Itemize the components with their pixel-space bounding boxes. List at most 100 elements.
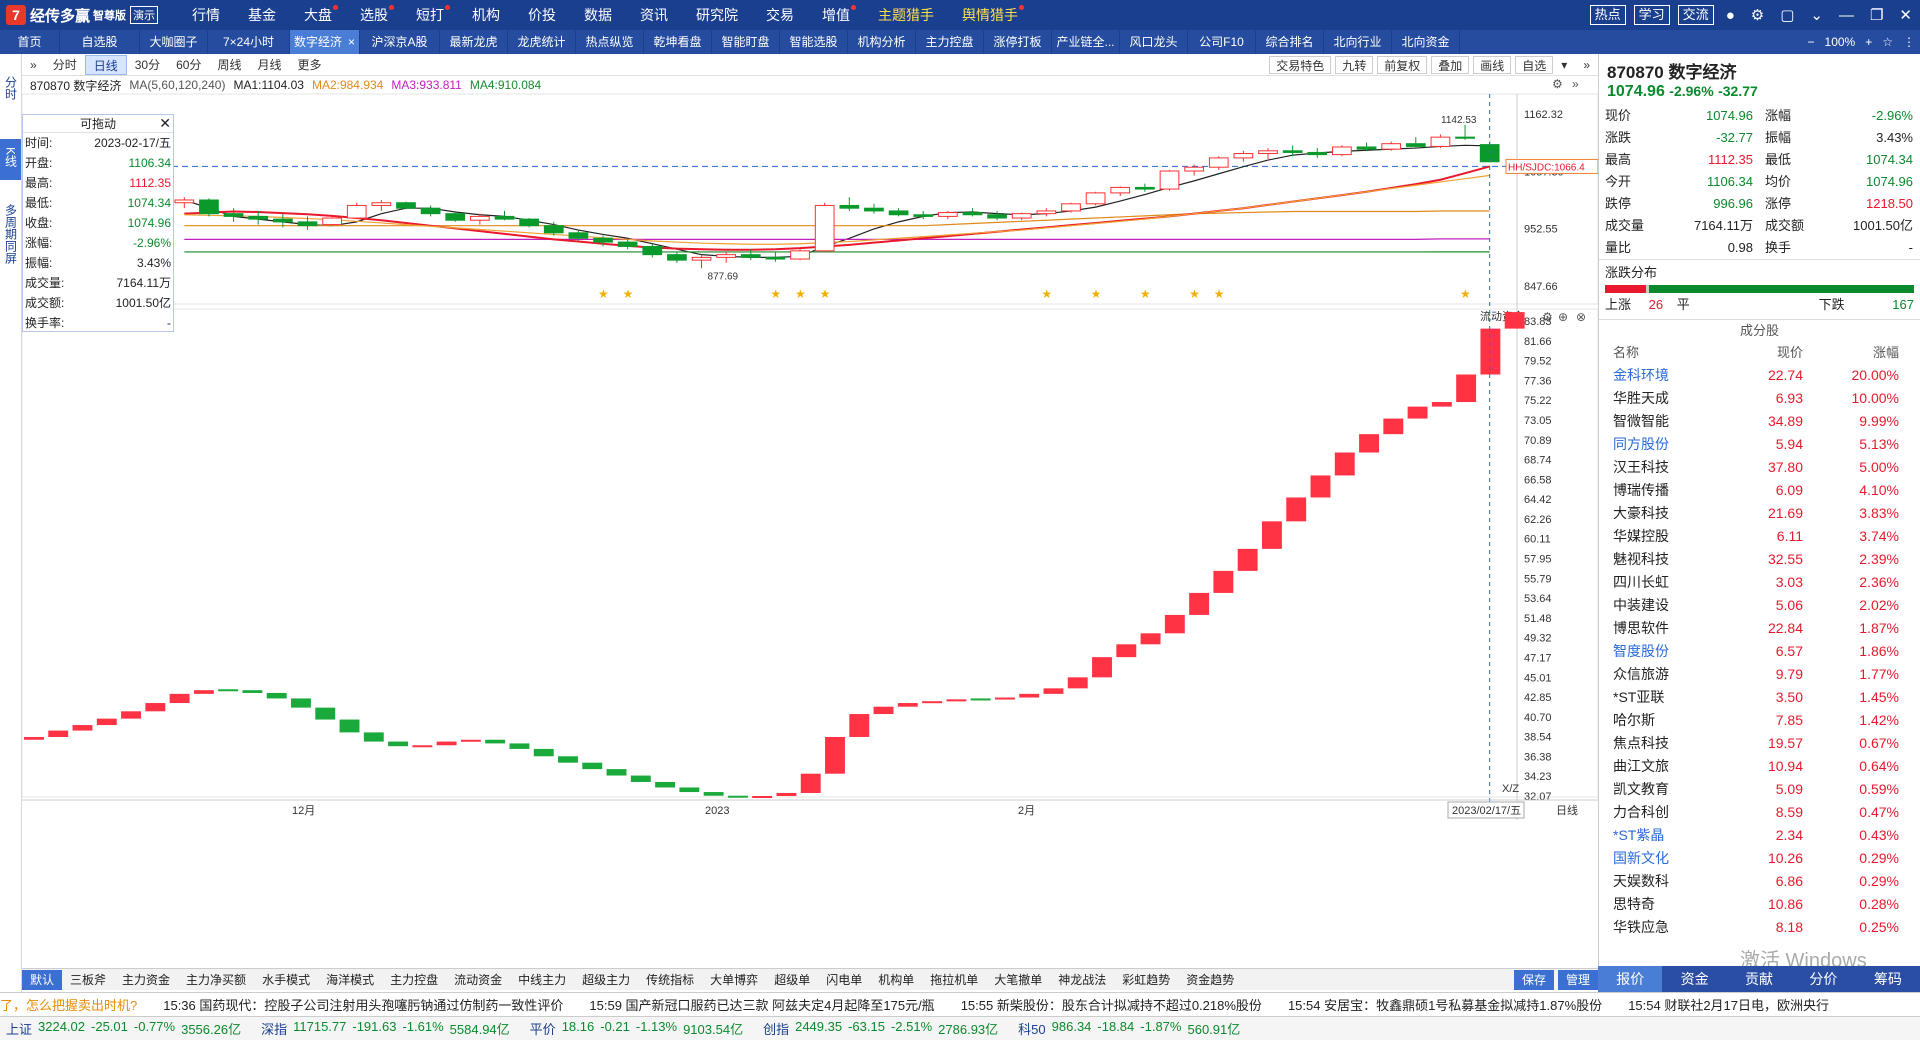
quote-panel-tab[interactable]: 报价 bbox=[1598, 966, 1663, 992]
col-change[interactable]: 涨幅 bbox=[1872, 345, 1899, 360]
indicator-tab[interactable]: 资金趋势 bbox=[1186, 972, 1235, 987]
indicator-tab[interactable]: 中线主力 bbox=[518, 972, 567, 987]
chart-tool-button[interactable]: 画线 bbox=[1473, 55, 1512, 74]
constituent-row[interactable]: 天娱数科 6.86 0.29% bbox=[1599, 870, 1920, 893]
constituent-row[interactable]: *ST亚联 3.50 1.45% bbox=[1599, 686, 1920, 709]
indicator-tab[interactable]: 机构单 bbox=[878, 972, 915, 987]
news-item[interactable]: 了，怎么把握卖出时机? bbox=[0, 998, 138, 1013]
indicator-tab[interactable]: 默认 bbox=[22, 969, 63, 990]
quote-panel-tab[interactable]: 贡献 bbox=[1745, 971, 1774, 987]
index-item[interactable]: 上证 3224.02 -25.01 -0.77% 3556.26亿 bbox=[0, 1019, 241, 1038]
user-icon[interactable]: ● bbox=[1725, 6, 1735, 24]
tab-item[interactable]: 主力控盘 bbox=[916, 30, 984, 54]
constituent-row[interactable]: 力合科创 8.59 0.47% bbox=[1599, 801, 1920, 824]
indicator-tab[interactable]: 拖拉机单 bbox=[930, 972, 979, 987]
tab-item[interactable]: 自选股 bbox=[60, 30, 140, 54]
gear-icon[interactable]: ⚙ bbox=[1750, 7, 1765, 24]
news-item[interactable]: 15:59 国产新冠口服药已达三款 阿兹夫定4月起降至175元/瓶 bbox=[589, 998, 935, 1013]
chart-tool-button[interactable]: 自选 bbox=[1515, 55, 1554, 74]
constituent-row[interactable]: 博思软件 22.84 1.87% bbox=[1599, 617, 1920, 640]
quote-panel-tab[interactable]: 筹码 bbox=[1873, 971, 1902, 987]
tab-item[interactable]: 涨停打板 bbox=[984, 30, 1052, 54]
bar-info-popup[interactable]: 可拖动 ✕ 时间: 2023-02-17/五 开盘: 1106.34 最高: 1112.3… bbox=[22, 114, 174, 332]
constituent-row[interactable]: 华胜天成 6.93 10.00% bbox=[1599, 387, 1920, 410]
constituent-row[interactable]: 同方股份 5.94 5.13% bbox=[1599, 433, 1920, 456]
constituent-row[interactable]: 智度股份 6.57 1.86% bbox=[1599, 640, 1920, 663]
period-button[interactable]: 更多 bbox=[297, 57, 322, 72]
news-item[interactable]: 15:54 安居宝：牧鑫鼎硕1号私募基金拟减持1.87%股份 bbox=[1287, 998, 1603, 1013]
tab-item[interactable]: 数字经济 × bbox=[290, 30, 360, 54]
chevron-down-icon[interactable]: ▾ bbox=[1561, 57, 1568, 72]
col-name[interactable]: 名称 bbox=[1613, 345, 1640, 360]
chart-tool-button[interactable]: 九转 bbox=[1335, 55, 1374, 74]
indicator-tab[interactable]: 传统指标 bbox=[646, 972, 695, 987]
constituent-row[interactable]: 华铁应急 8.18 0.25% bbox=[1599, 916, 1920, 939]
hot-button[interactable]: 热点 bbox=[1589, 5, 1626, 25]
minus-icon[interactable]: − bbox=[1807, 35, 1815, 49]
indicator-tab[interactable]: 主力净买额 bbox=[186, 972, 247, 987]
menu-item[interactable]: 基金 bbox=[248, 7, 276, 23]
indicator-tab[interactable]: 闪电单 bbox=[826, 972, 863, 987]
indicator-tab[interactable]: 大笔撤单 bbox=[994, 972, 1043, 987]
manage-button[interactable]: 管理 bbox=[1558, 970, 1599, 990]
tab-item[interactable]: 龙虎统计 bbox=[508, 30, 576, 54]
star-icon[interactable]: ☆ bbox=[1882, 35, 1893, 49]
news-ticker[interactable]: 了，怎么把握卖出时机? 15:36 国药现代：控股子公司注射用头孢噻肟钠通过仿制药… bbox=[0, 992, 1920, 1016]
period-button[interactable]: 30分 bbox=[134, 57, 161, 72]
tab-item[interactable]: 7×24小时 bbox=[208, 30, 290, 54]
period-button[interactable]: 周线 bbox=[217, 57, 242, 72]
menu-item[interactable]: 大盘 bbox=[290, 0, 346, 30]
menu-item[interactable]: 舆情猎手 bbox=[948, 0, 1032, 30]
constituent-row[interactable]: 华媒控股 6.11 3.74% bbox=[1599, 525, 1920, 548]
constituent-row[interactable]: 思特奇 10.86 0.28% bbox=[1599, 893, 1920, 916]
index-item[interactable]: 深指 11715.77 -191.63 -1.61% 5584.94亿 bbox=[255, 1019, 510, 1038]
tab-item[interactable]: 最新龙虎 bbox=[440, 30, 508, 54]
constituent-row[interactable]: 大豪科技 21.69 3.83% bbox=[1599, 502, 1920, 525]
kline-and-indicator-chart[interactable]: 1162.321057.39952.55847.66★★★★★★★★★★★114… bbox=[22, 76, 1598, 1000]
restore-icon[interactable]: ❐ bbox=[1869, 7, 1884, 24]
chart-tool-button[interactable]: 前复权 bbox=[1377, 55, 1428, 74]
menu-item[interactable]: 价投 bbox=[528, 7, 556, 23]
tab-item[interactable]: 机构分析 bbox=[848, 30, 916, 54]
indicator-tab[interactable]: 海洋模式 bbox=[326, 972, 375, 987]
tab-item[interactable]: 北向资金 bbox=[1392, 30, 1460, 54]
news-item[interactable]: 15:55 新柴股份：股东合计拟减持不超过0.218%股份 bbox=[960, 998, 1262, 1013]
close-icon[interactable]: ✕ bbox=[1899, 7, 1912, 24]
indicator-tab[interactable]: 神龙战法 bbox=[1058, 972, 1107, 987]
minimize-icon[interactable]: — bbox=[1838, 6, 1854, 24]
tab-item[interactable]: 风口龙头 bbox=[1120, 30, 1188, 54]
constituent-row[interactable]: 国新文化 10.26 0.29% bbox=[1599, 847, 1920, 870]
constituent-row[interactable]: 焦点科技 19.57 0.67% bbox=[1599, 732, 1920, 755]
window-icon[interactable]: ▢ bbox=[1780, 7, 1795, 24]
indicator-tab[interactable]: 超级单 bbox=[774, 972, 811, 987]
constituent-row[interactable]: 汉王科技 37.80 5.00% bbox=[1599, 456, 1920, 479]
constituent-row[interactable]: 魅视科技 32.55 2.39% bbox=[1599, 548, 1920, 571]
chart-tool-button[interactable]: 叠加 bbox=[1431, 55, 1470, 74]
menu-item[interactable]: 研究院 bbox=[696, 7, 738, 23]
more-icon[interactable]: ⋮ bbox=[1903, 35, 1915, 49]
tab-item[interactable]: 智能盯盘 bbox=[712, 30, 780, 54]
col-price[interactable]: 现价 bbox=[1776, 345, 1803, 360]
news-item[interactable]: 15:36 国药现代：控股子公司注射用头孢噻肟钠通过仿制药一致性评价 bbox=[163, 998, 564, 1013]
constituent-row[interactable]: 中装建设 5.06 2.02% bbox=[1599, 594, 1920, 617]
tab-item[interactable]: 公司F10 bbox=[1188, 30, 1256, 54]
menu-item[interactable]: 机构 bbox=[472, 7, 500, 23]
save-button[interactable]: 保存 bbox=[1514, 970, 1555, 990]
indicator-tab[interactable]: 超级主力 bbox=[582, 972, 631, 987]
exchange-button[interactable]: 交流 bbox=[1677, 5, 1714, 25]
menu-item[interactable]: 短打 bbox=[402, 0, 458, 30]
period-button[interactable]: 60分 bbox=[176, 57, 202, 72]
vtab-kline[interactable]: K线 bbox=[0, 139, 21, 181]
constituent-row[interactable]: 四川长虹 3.03 2.36% bbox=[1599, 571, 1920, 594]
period-button[interactable]: 月线 bbox=[257, 57, 282, 72]
constituent-row[interactable]: 博瑞传播 6.09 4.10% bbox=[1599, 479, 1920, 502]
indicator-tab[interactable]: 主力资金 bbox=[122, 972, 171, 987]
chevron-down-icon[interactable]: ⌄ bbox=[1810, 7, 1823, 24]
menu-item[interactable]: 资讯 bbox=[640, 7, 668, 23]
tab-item[interactable]: 产业链全... bbox=[1052, 30, 1120, 54]
constituent-row[interactable]: 金科环境 22.74 20.00% bbox=[1599, 364, 1920, 387]
quote-panel-tab[interactable]: 分价 bbox=[1809, 971, 1838, 987]
constituent-row[interactable]: 智微智能 34.89 9.99% bbox=[1599, 410, 1920, 433]
period-button[interactable]: 分时 bbox=[52, 57, 77, 72]
indicator-tab[interactable]: 流动资金 bbox=[454, 972, 503, 987]
